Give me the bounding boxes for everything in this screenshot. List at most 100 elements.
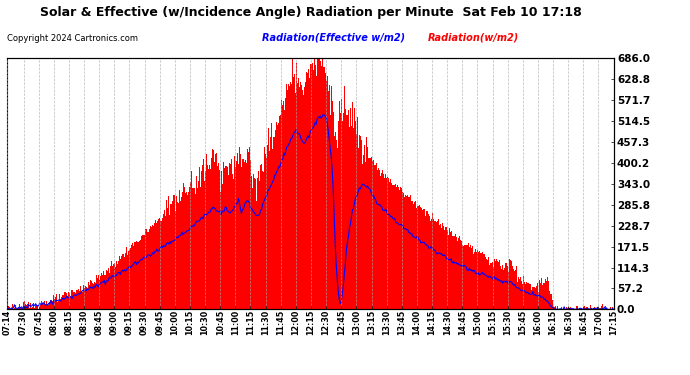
Bar (504, 268, 505, 309)
Bar (347, 115, 348, 309)
Bar (453, 236, 454, 309)
Bar (428, 216, 429, 309)
Bar (407, 195, 408, 309)
Bar (467, 245, 468, 309)
Bar (507, 266, 509, 309)
Bar (267, 146, 268, 309)
Bar (315, 76, 317, 309)
Bar (75, 293, 77, 309)
Bar (265, 154, 266, 309)
Bar (204, 181, 205, 309)
Bar (46, 302, 47, 309)
Bar (140, 240, 141, 309)
Bar (418, 206, 420, 309)
Bar (244, 162, 245, 309)
Bar (236, 161, 237, 309)
Bar (363, 154, 364, 309)
Bar (31, 308, 32, 309)
Bar (406, 196, 407, 309)
Bar (509, 259, 510, 309)
Bar (232, 174, 233, 309)
Bar (149, 229, 150, 309)
Bar (62, 295, 63, 309)
Bar (587, 307, 588, 309)
Bar (333, 112, 334, 309)
Bar (233, 179, 234, 309)
Bar (154, 224, 155, 309)
Bar (230, 164, 231, 309)
Bar (326, 76, 328, 309)
Bar (257, 178, 258, 309)
Bar (153, 226, 154, 309)
Text: Radiation(Effective w/m2): Radiation(Effective w/m2) (262, 33, 405, 43)
Bar (72, 291, 73, 309)
Bar (514, 272, 515, 309)
Bar (533, 287, 535, 309)
Bar (474, 252, 475, 309)
Bar (477, 250, 478, 309)
Bar (402, 192, 403, 309)
Bar (289, 86, 290, 309)
Bar (124, 257, 125, 309)
Bar (486, 259, 487, 309)
Bar (506, 263, 507, 309)
Bar (417, 206, 418, 309)
Bar (155, 220, 156, 309)
Bar (263, 172, 264, 309)
Bar (353, 128, 354, 309)
Bar (390, 178, 391, 309)
Bar (321, 66, 322, 309)
Bar (339, 113, 341, 309)
Bar (529, 284, 531, 309)
Bar (116, 261, 117, 309)
Bar (344, 86, 345, 309)
Bar (206, 165, 208, 309)
Bar (175, 211, 177, 309)
Bar (201, 165, 203, 309)
Bar (164, 210, 166, 309)
Bar (415, 201, 416, 309)
Bar (128, 251, 129, 309)
Bar (110, 266, 111, 309)
Bar (513, 268, 514, 309)
Bar (52, 300, 53, 309)
Bar (489, 265, 490, 309)
Bar (79, 286, 81, 309)
Bar (29, 308, 30, 309)
Bar (103, 272, 104, 309)
Bar (107, 271, 108, 309)
Bar (359, 135, 360, 309)
Bar (355, 121, 356, 309)
Bar (147, 232, 148, 309)
Bar (150, 226, 151, 309)
Bar (120, 260, 121, 309)
Bar (9, 308, 10, 309)
Bar (331, 86, 332, 309)
Bar (549, 294, 551, 309)
Bar (231, 159, 232, 309)
Bar (260, 165, 261, 309)
Bar (117, 264, 118, 309)
Bar (39, 308, 40, 309)
Bar (367, 147, 368, 309)
Bar (170, 204, 171, 309)
Bar (250, 160, 251, 309)
Bar (440, 224, 441, 309)
Bar (133, 246, 134, 309)
Bar (297, 82, 298, 309)
Bar (575, 306, 577, 309)
Bar (172, 201, 173, 309)
Bar (49, 302, 50, 309)
Bar (258, 171, 259, 309)
Bar (498, 262, 499, 309)
Bar (354, 108, 355, 309)
Bar (115, 267, 116, 309)
Bar (413, 204, 415, 309)
Bar (248, 152, 249, 309)
Bar (276, 122, 277, 309)
Bar (273, 137, 274, 309)
Bar (44, 301, 46, 309)
Bar (352, 102, 353, 309)
Bar (334, 136, 335, 309)
Bar (99, 276, 101, 309)
